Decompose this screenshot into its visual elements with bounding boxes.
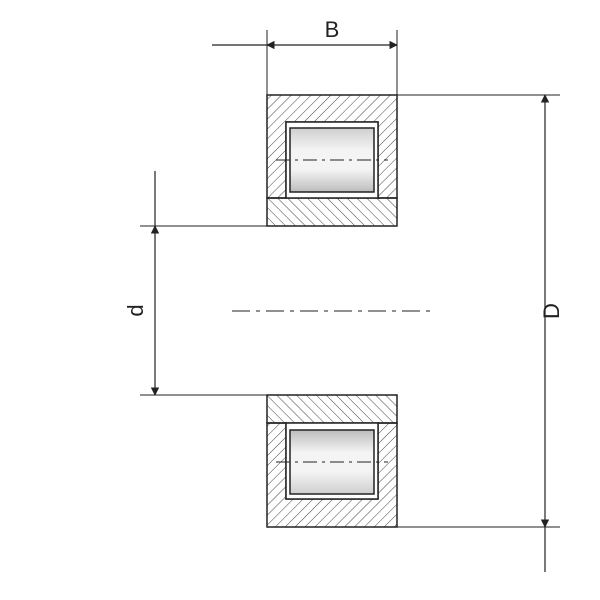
inner-ring-top bbox=[267, 198, 397, 226]
label-d: d bbox=[123, 304, 148, 316]
label-B: B bbox=[325, 17, 340, 42]
bearing-cross-section: Bd D bbox=[123, 17, 564, 572]
label-D: D bbox=[539, 303, 564, 319]
inner-ring-bottom bbox=[267, 395, 397, 423]
